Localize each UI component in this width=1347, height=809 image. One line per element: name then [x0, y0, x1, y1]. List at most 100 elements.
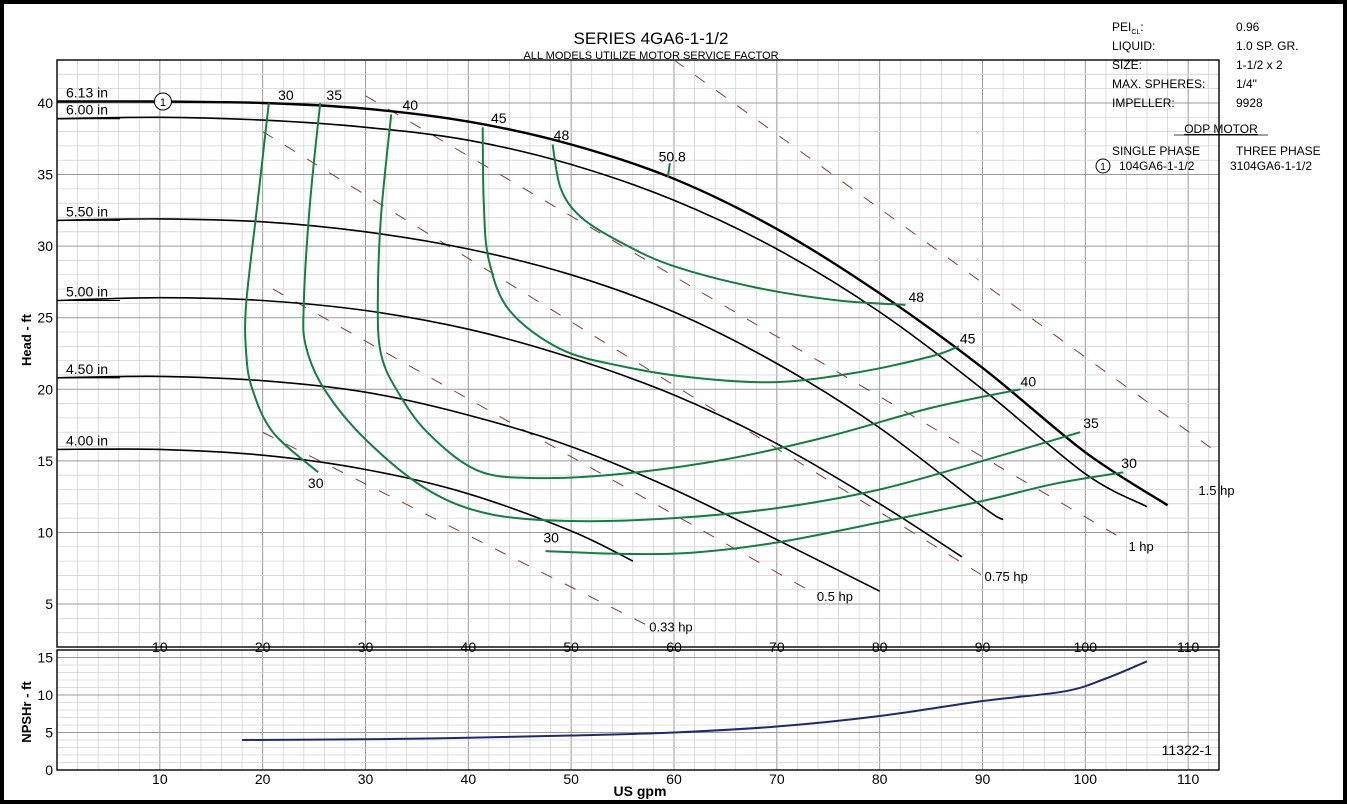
impeller-curve	[56, 116, 1148, 508]
y-tick-label-head: 10	[37, 524, 53, 540]
info-impeller-label: IMPELLER:	[1112, 96, 1175, 110]
x-tick-label-head: 50	[563, 639, 579, 655]
impeller-marker-circle	[153, 92, 172, 111]
col-single-phase: SINGLE PHASE	[1112, 144, 1200, 158]
x-tick-label-head: 110	[1177, 639, 1200, 655]
hp-line-15hp	[673, 59, 1220, 455]
x-tick-label-head: 40	[461, 639, 477, 655]
x-tick-label-npsh: 50	[563, 771, 579, 787]
x-tick-label-npsh: 90	[975, 771, 991, 787]
chart-subtitle: ALL MODELS UTILIZE MOTOR SERVICE FACTOR	[523, 50, 778, 62]
efficiency-label-top: 48	[554, 127, 570, 143]
efficiency-label-left: 30	[308, 475, 324, 491]
grid	[56, 60, 1219, 771]
motor-marker-text: 1	[1100, 162, 1106, 173]
efficiency-label-right: 48	[908, 289, 924, 305]
efficiency-curve-48	[551, 144, 906, 306]
info-pei-value: 0.96	[1236, 20, 1260, 34]
info-spheres-value: 1/4"	[1236, 77, 1257, 91]
info-pei-colon: :	[1140, 20, 1143, 34]
efficiency-label-right: 30	[1121, 455, 1137, 471]
efficiency-label-top: 40	[403, 97, 419, 113]
y-tick-label-npsh: 10	[37, 687, 53, 703]
hp-label: 0.5 hp	[817, 589, 853, 604]
efficiency-curve-30-lower	[545, 471, 1124, 556]
impeller-curve	[56, 100, 1169, 507]
x-tick-label-npsh: 70	[769, 771, 785, 787]
info-pei-sub: CL	[1131, 29, 1140, 36]
y-tick-label-npsh: 5	[45, 725, 53, 741]
y-tick-label-head: 25	[37, 310, 53, 326]
info-pei-label: PEICL:	[1112, 20, 1144, 36]
info-size-value: 1-1/2 x 2	[1236, 58, 1283, 72]
chart-title: SERIES 4GA6-1-1/2	[574, 29, 729, 48]
hp-line-05hp	[272, 288, 819, 596]
efficiency-curve-40	[376, 114, 1021, 480]
y-tick-label-head: 35	[37, 167, 53, 183]
efficiency-label-top: 45	[491, 110, 507, 126]
hp-label: 0.33 hp	[649, 619, 692, 634]
x-tick-label-head: 10	[152, 639, 168, 655]
info-pei-text: PEI	[1112, 20, 1131, 34]
motor-heading: ODP MOTOR	[1184, 122, 1258, 136]
impeller-label: 5.00 in	[66, 284, 108, 300]
impeller-curve	[56, 448, 634, 562]
y-tick-label-head: 5	[45, 596, 53, 612]
x-tick-label-head: 30	[358, 639, 374, 655]
hp-line-1hp	[365, 95, 1127, 542]
info-liquid-value: 1.0 SP. GR.	[1236, 39, 1298, 53]
efficiency-label-top: 30	[278, 87, 294, 103]
npsh-curve	[242, 660, 1148, 741]
y-axis-label-head: Head - ft	[19, 313, 34, 366]
x-tick-label-head: 60	[666, 639, 682, 655]
efficiency-curve-30	[244, 102, 319, 474]
efficiency-label-right: 35	[1083, 415, 1099, 431]
y-tick-label-head: 40	[37, 95, 53, 111]
axes: 1010202030304040505060607070808090901001…	[37, 59, 1220, 787]
col-three-phase: THREE PHASE	[1236, 144, 1321, 158]
motor-marker-circle	[1095, 158, 1111, 174]
x-tick-label-head: 90	[975, 639, 991, 655]
npsh-plot-frame	[56, 649, 1220, 771]
y-tick-label-npsh: 15	[37, 650, 53, 666]
impeller-label: 6.13 in	[66, 85, 108, 101]
hp-line-033hp	[262, 431, 654, 629]
impeller-curve	[56, 296, 963, 558]
efficiency-label-top: 50.8	[659, 149, 686, 165]
impeller-label: 6.00 in	[66, 102, 108, 118]
y-tick-label-head: 20	[37, 381, 53, 397]
x-tick-label-npsh: 40	[461, 771, 477, 787]
impeller-label: 4.00 in	[66, 432, 108, 448]
efficiency-label-right: 45	[960, 330, 976, 346]
x-axis-label: US gpm	[614, 783, 667, 799]
x-tick-label-npsh: 30	[358, 771, 374, 787]
efficiency-label-top: 35	[326, 87, 342, 103]
labels: 6.13 in6.00 in 5.50 in 5.00 in 4.50 in 4.00 …	[63, 85, 1137, 545]
motor-single: 104GA6-1-1/2	[1119, 159, 1195, 173]
hp-label: 1.5 hp	[1198, 483, 1234, 498]
impeller-curves	[56, 100, 1169, 592]
y-axis-label-npsh: NPSHr - ft	[19, 681, 34, 743]
efficiency-curves	[244, 102, 1124, 556]
efficiency-curve-35	[302, 102, 1081, 523]
x-tick-label-head: 100	[1074, 639, 1098, 655]
motor-three: 3104GA6-1-1/2	[1230, 159, 1312, 173]
impeller-curve	[56, 375, 881, 592]
x-tick-label-npsh: 110	[1177, 771, 1200, 787]
hp-label: 1 hp	[1128, 539, 1153, 554]
x-tick-label-npsh: 10	[152, 771, 168, 787]
efficiency-label-right: 40	[1021, 373, 1037, 389]
efficiency-label-lower: 30	[543, 529, 559, 545]
info-table: PEICL: 0.96 LIQUID: 1.0 SP. GR. SIZE: 1-…	[1095, 20, 1321, 174]
y-tick-label-head: 30	[37, 238, 53, 254]
x-tick-label-npsh: 80	[872, 771, 888, 787]
hp-label: 0.75 hp	[984, 569, 1027, 584]
x-tick-label-head: 70	[769, 639, 785, 655]
x-tick-label-npsh: 100	[1074, 771, 1098, 787]
impeller-label: 4.50 in	[66, 361, 108, 377]
y-tick-label-head: 15	[37, 453, 53, 469]
y-tick-label-npsh: 0	[45, 762, 53, 778]
head-plot-frame	[56, 59, 1220, 648]
